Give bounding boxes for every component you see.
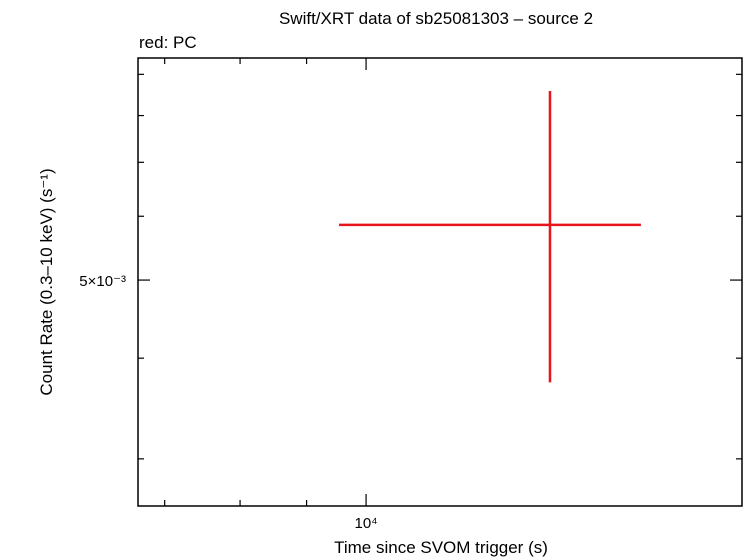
plot-frame (137, 57, 743, 507)
y-axis-label: Count Rate (0.3–10 keV) (s⁻¹) (37, 168, 56, 395)
legend-text: red: PC (139, 33, 197, 52)
chart-title: Swift/XRT data of sb25081303 – source 2 (279, 9, 593, 28)
y-tick-label: 5×10⁻³ (79, 273, 126, 290)
x-tick-label: 10⁴ (355, 515, 378, 532)
x-axis-label: Time since SVOM trigger (s) (334, 538, 548, 557)
